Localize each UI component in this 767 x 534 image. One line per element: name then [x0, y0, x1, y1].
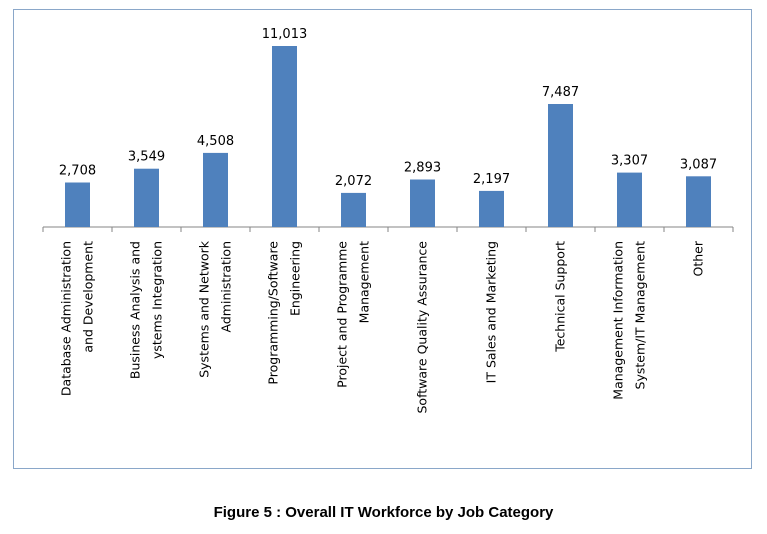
- category-label: Software Quality Assurance: [415, 241, 430, 414]
- data-label: 2,893: [404, 161, 441, 176]
- category-label: Database Administration and Development: [59, 241, 96, 396]
- x-tick-label: and Development: [81, 241, 96, 353]
- bar: [65, 182, 90, 227]
- category-label: Programming/Software Engineering: [266, 241, 303, 385]
- data-label: 3,307: [611, 154, 648, 169]
- x-tick-label: Administration: [219, 241, 234, 332]
- x-tick-label: Business Analysis and: [128, 241, 143, 379]
- category-label: IT Sales and Marketing: [484, 241, 499, 383]
- bar: [686, 176, 711, 227]
- x-tick-label: Programming/Software: [266, 241, 281, 385]
- x-tick-label: Software Quality Assurance: [415, 241, 430, 414]
- data-label: 11,013: [262, 27, 308, 42]
- bar: [134, 168, 159, 227]
- bar: [410, 179, 435, 227]
- figure-caption: Figure 5 : Overall IT Workforce by Job C…: [213, 504, 554, 521]
- category-label: Business Analysis and ystems Integration: [128, 241, 165, 379]
- x-tick-label: Database Administration: [59, 241, 74, 396]
- data-label: 3,549: [128, 150, 165, 165]
- x-tick-label: System/IT Management: [633, 241, 648, 390]
- x-tick-label: Technical Support: [553, 241, 568, 353]
- x-tick-label: ystems Integration: [150, 241, 165, 359]
- bar: [203, 152, 228, 227]
- data-label: 2,708: [59, 164, 96, 179]
- x-tick-label: Management Information: [611, 241, 626, 400]
- x-tick-label: IT Sales and Marketing: [484, 241, 499, 383]
- x-tick-label: Other: [691, 240, 706, 276]
- x-tick-label: Management: [357, 241, 372, 323]
- chart-frame: [13, 9, 752, 469]
- data-label: 3,087: [680, 157, 717, 172]
- x-tick-label: Systems and Network: [197, 240, 212, 378]
- data-label: 7,487: [542, 85, 579, 100]
- category-label: Technical Support: [553, 241, 568, 353]
- x-tick-label: Engineering: [288, 241, 303, 316]
- bar: [617, 172, 642, 227]
- bar: [272, 46, 297, 227]
- bar: [479, 190, 504, 227]
- data-label: 4,508: [197, 134, 234, 149]
- bar: [548, 104, 573, 227]
- data-label: 2,072: [335, 174, 372, 189]
- category-label: Systems and Network Administration: [197, 240, 234, 378]
- bar: [341, 192, 366, 227]
- category-label: Project and Programme Management: [335, 241, 372, 388]
- x-tick-label: Project and Programme: [335, 241, 350, 388]
- category-label: Other: [691, 240, 706, 276]
- data-label: 2,197: [473, 172, 510, 187]
- category-label: Management Information System/IT Manageme…: [611, 241, 648, 400]
